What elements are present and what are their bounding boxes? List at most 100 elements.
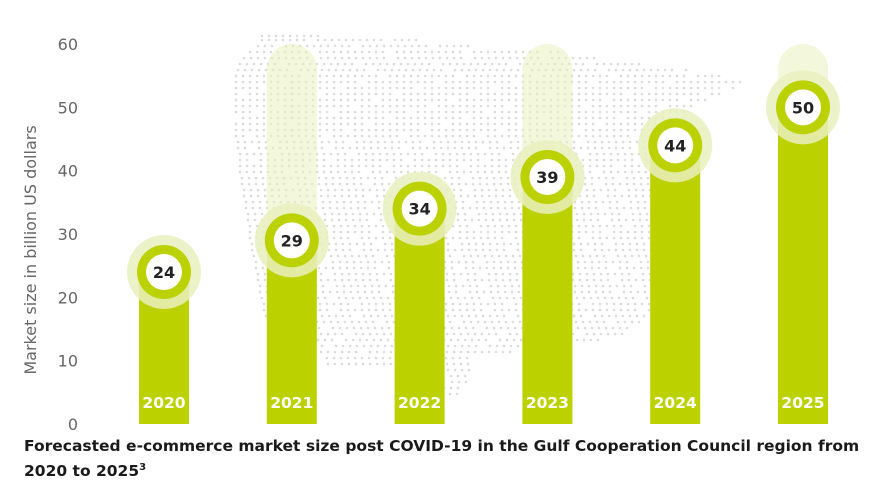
map-dot — [493, 74, 497, 78]
map-dot — [577, 92, 581, 96]
map-dot — [251, 206, 255, 210]
map-dot — [507, 86, 511, 90]
map-dot — [353, 224, 357, 228]
map-dot — [603, 212, 607, 216]
map-dot — [661, 98, 665, 102]
map-dot — [582, 338, 586, 342]
map-dot — [354, 272, 358, 276]
y-tick-label: 20 — [58, 288, 78, 307]
map-dot — [381, 98, 385, 102]
map-dot — [465, 356, 469, 360]
map-dot — [360, 128, 364, 132]
map-dot — [663, 68, 667, 72]
map-dot — [500, 86, 504, 90]
map-dot — [394, 176, 398, 180]
map-dot — [518, 320, 522, 324]
map-dot — [622, 290, 626, 294]
data-label: 44 — [664, 136, 686, 155]
value-circle — [657, 127, 694, 164]
map-dot — [325, 74, 329, 78]
map-dot — [381, 236, 385, 240]
map-dot — [371, 152, 375, 156]
map-dot — [330, 212, 334, 216]
map-dot — [340, 272, 344, 276]
map-dot — [343, 170, 347, 174]
map-dot — [355, 242, 359, 246]
map-dot — [381, 122, 385, 126]
map-dot — [325, 224, 329, 228]
map-dot — [368, 332, 372, 336]
map-dot — [467, 146, 471, 150]
map-dot — [492, 326, 496, 330]
map-dot — [319, 56, 323, 60]
map-dot — [637, 62, 641, 66]
map-dot — [464, 266, 468, 270]
map-dot — [493, 302, 497, 306]
map-dot — [430, 128, 434, 132]
map-dot — [486, 92, 490, 96]
map-dot — [361, 56, 365, 60]
map-dot — [411, 140, 415, 144]
map-dot — [612, 86, 616, 90]
map-dot — [633, 128, 637, 132]
map-dot — [402, 122, 406, 126]
map-dot — [337, 212, 341, 216]
map-dot — [489, 200, 493, 204]
map-dot — [443, 176, 447, 180]
map-dot — [462, 254, 466, 258]
map-dot — [490, 170, 494, 174]
map-dot — [588, 164, 592, 168]
map-dot — [327, 314, 331, 318]
map-dot — [448, 254, 452, 258]
map-dot — [696, 92, 700, 96]
map-dot — [357, 254, 361, 258]
map-dot — [675, 80, 679, 84]
map-dot — [262, 128, 266, 132]
map-dot — [505, 296, 509, 300]
map-dot — [619, 104, 623, 108]
map-dot — [509, 146, 513, 150]
map-dot — [455, 170, 459, 174]
map-dot — [590, 176, 594, 180]
map-dot — [453, 368, 457, 372]
map-dot — [376, 314, 380, 318]
map-dot — [516, 314, 520, 318]
map-dot — [382, 350, 386, 354]
map-dot — [503, 290, 507, 294]
map-dot — [325, 110, 329, 114]
map-dot — [245, 152, 249, 156]
map-dot — [340, 278, 344, 282]
map-dot — [441, 164, 445, 168]
map-dot — [445, 332, 449, 336]
map-dot — [469, 62, 473, 66]
map-dot — [612, 80, 616, 84]
map-dot — [468, 284, 472, 288]
map-dot — [582, 212, 586, 216]
map-dot — [437, 74, 441, 78]
map-dot — [340, 350, 344, 354]
map-dot — [589, 338, 593, 342]
map-dot — [724, 80, 728, 84]
map-dot — [249, 194, 253, 198]
map-dot — [581, 62, 585, 66]
map-dot — [450, 260, 454, 264]
map-dot — [472, 50, 476, 54]
map-dot — [642, 314, 646, 318]
map-dot — [381, 50, 385, 54]
map-dot — [460, 344, 464, 348]
map-dot — [626, 80, 630, 84]
map-dot — [322, 170, 326, 174]
map-dot — [500, 116, 504, 120]
map-dot — [599, 272, 603, 276]
map-dot — [374, 122, 378, 126]
map-dot — [465, 302, 469, 306]
map-dot — [610, 296, 614, 300]
map-dot — [389, 362, 393, 366]
map-dot — [245, 170, 249, 174]
map-dot — [640, 302, 644, 306]
map-dot — [247, 182, 251, 186]
map-dot — [402, 80, 406, 84]
map-dot — [264, 146, 268, 150]
map-dot — [387, 260, 391, 264]
